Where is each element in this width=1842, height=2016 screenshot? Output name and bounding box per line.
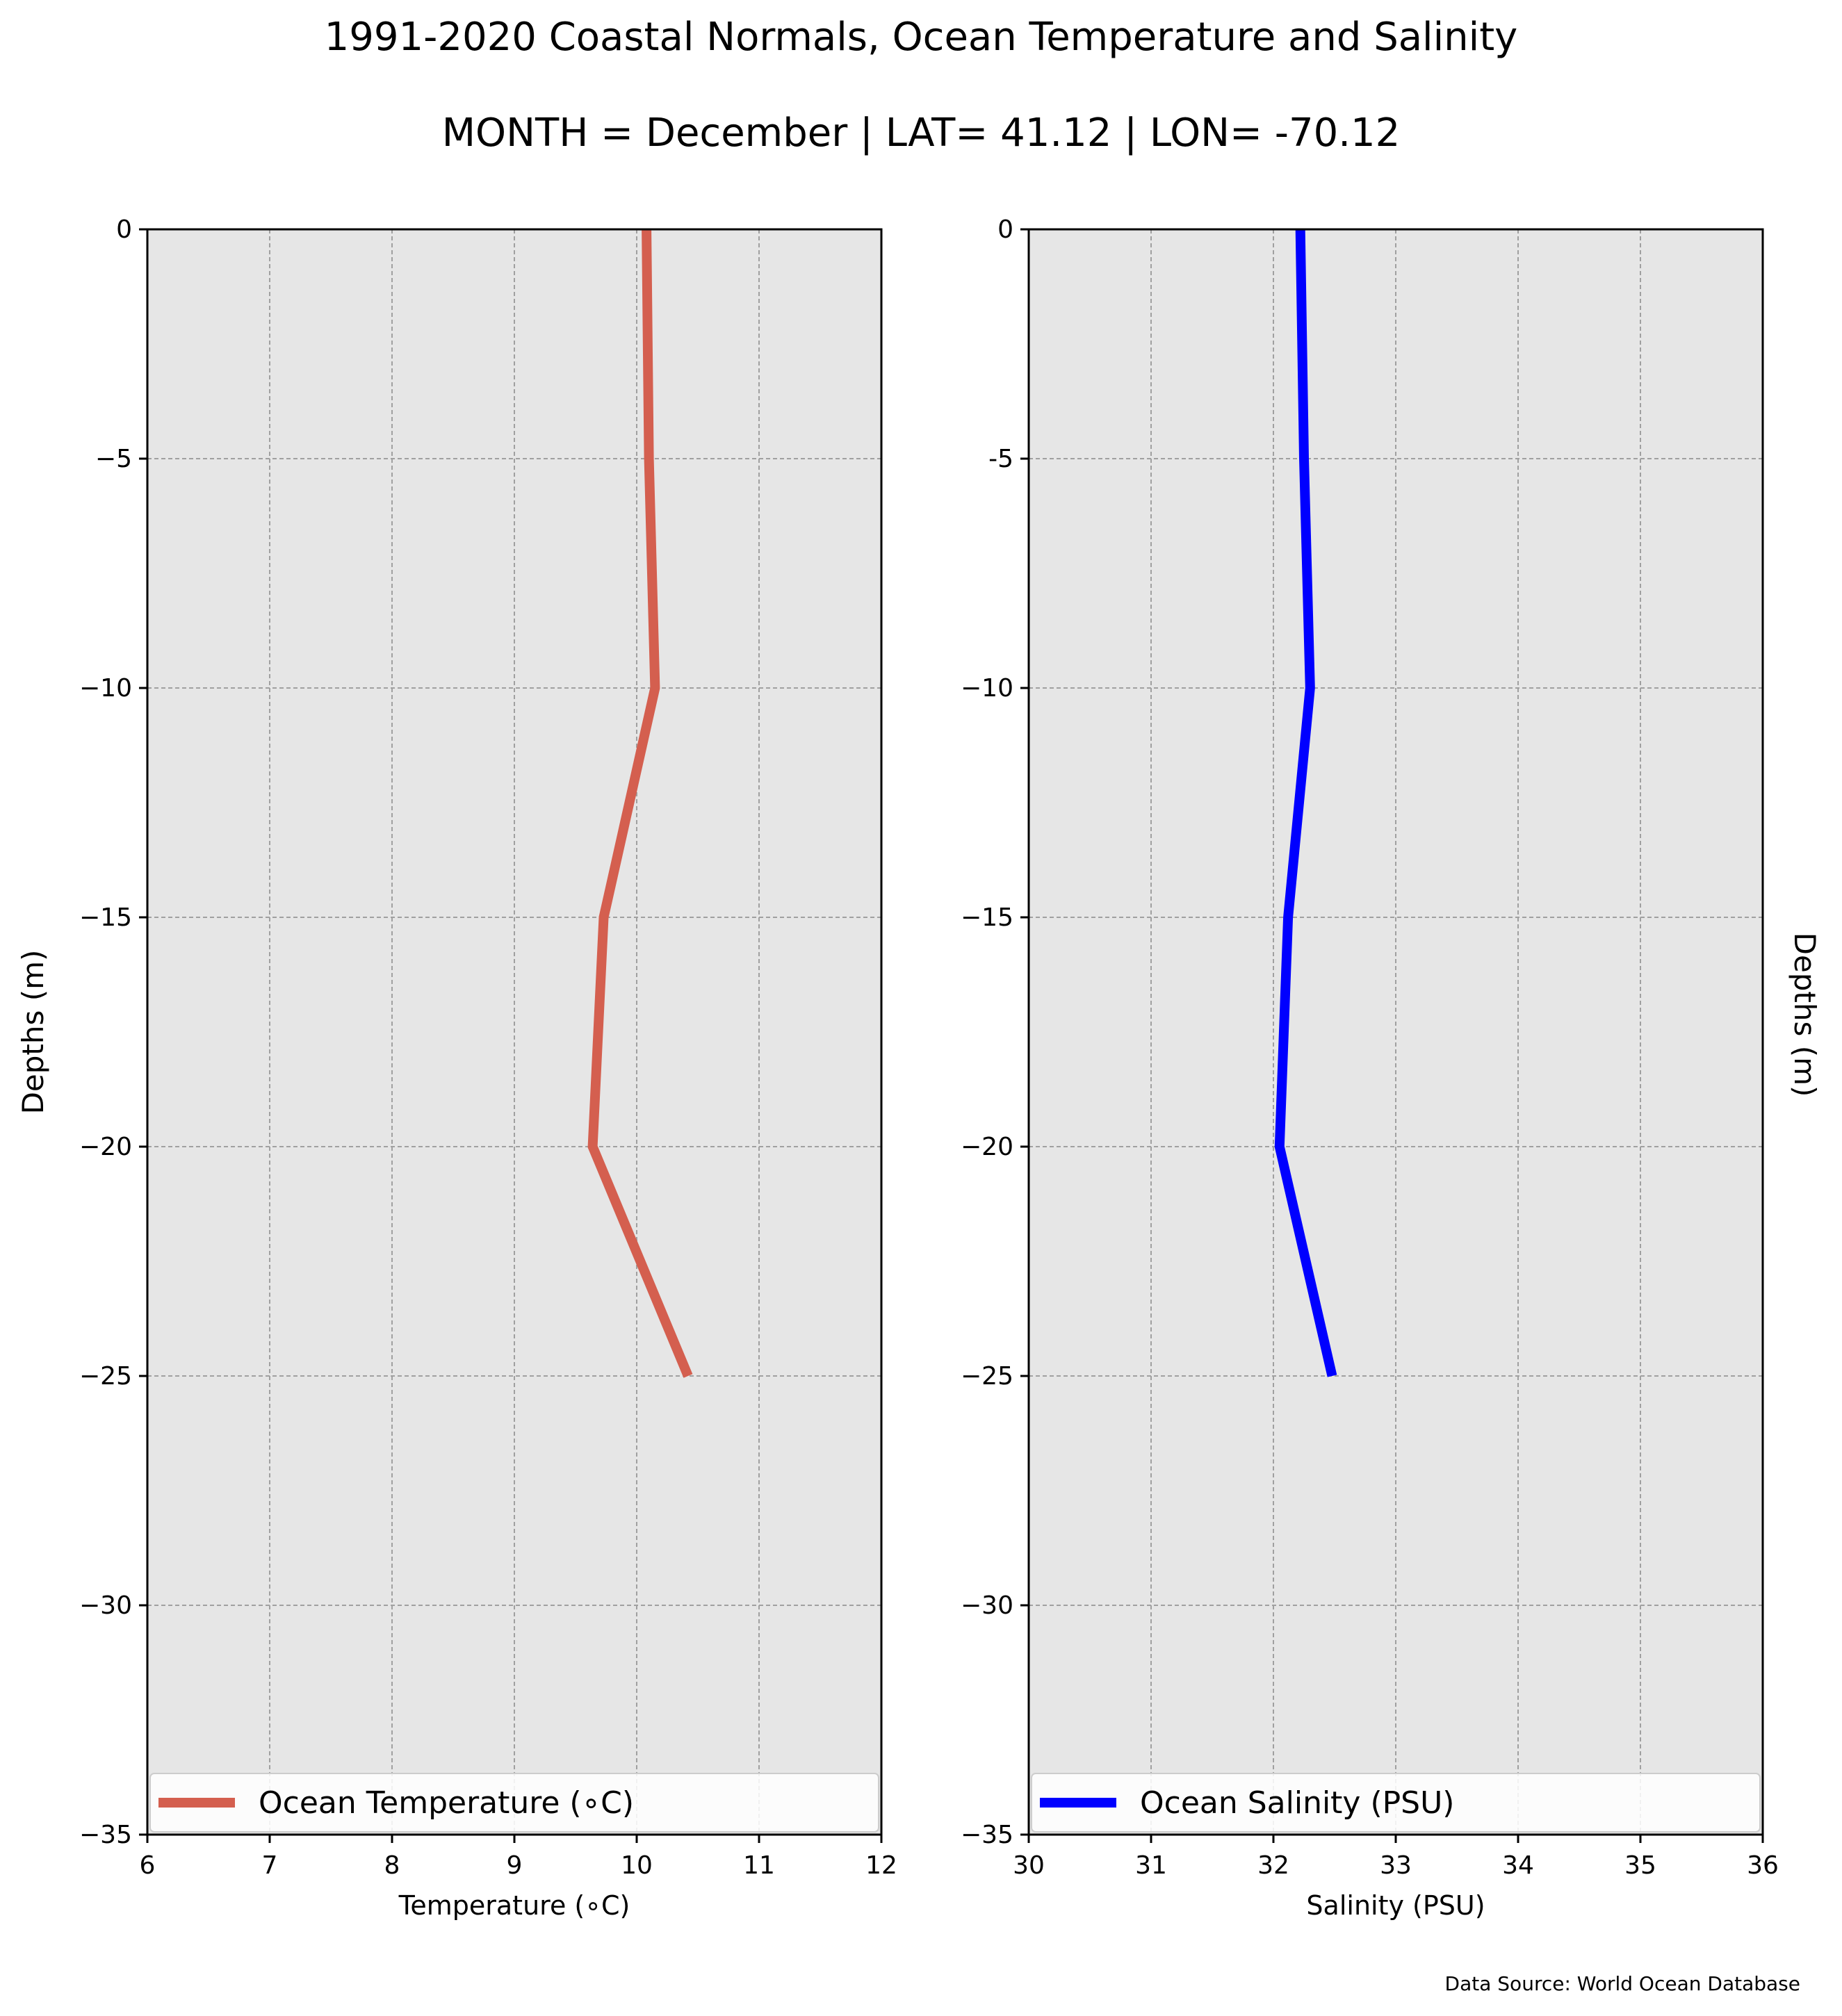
y-tick-label: 0: [116, 215, 132, 244]
x-tick-label: 7: [262, 1851, 278, 1880]
x-tick-label: 36: [1747, 1851, 1779, 1880]
x-axis-label: Salinity (PSU): [1306, 1890, 1485, 1921]
figure-title: 1991-2020 Coastal Normals, Ocean Tempera…: [325, 15, 1518, 60]
x-tick-label: 30: [1013, 1851, 1045, 1880]
y-tick-label: −10: [961, 674, 1013, 703]
figure-subtitle: MONTH = December | LAT= 41.12 | LON= -70…: [442, 110, 1401, 156]
y-tick-label: −35: [79, 1821, 132, 1849]
x-axis-label: Temperature (∘C): [398, 1890, 630, 1921]
series-line: [587, 229, 693, 1378]
x-tick-label: 33: [1380, 1851, 1412, 1880]
legend-box: [149, 1773, 879, 1833]
legend-label: Ocean Temperature (∘C): [259, 1785, 634, 1821]
temperature-panel: 6 7 8 9 10 11 12 0 −5 −10 −15 −20 −25 −30 −35 Temperatu…: [16, 215, 897, 1921]
x-tick-label: 12: [865, 1851, 897, 1880]
y-tick-label: −25: [961, 1362, 1013, 1391]
y-tick-label: −10: [79, 674, 132, 703]
x-tick-label: 9: [507, 1851, 523, 1880]
x-tick-label: 31: [1135, 1851, 1167, 1880]
y-tick-label: −35: [961, 1821, 1013, 1849]
y-tick-label: −15: [961, 903, 1013, 932]
x-tick-label: 35: [1624, 1851, 1656, 1880]
y-tick-label: −15: [79, 903, 132, 932]
source-note: Data Source: World Ocean Database: [1445, 1972, 1800, 1995]
legend-label: Ocean Salinity (PSU): [1140, 1785, 1454, 1821]
y-tick-label: −5: [95, 445, 132, 473]
x-tick-label: 34: [1502, 1851, 1534, 1880]
series-line: [1274, 229, 1337, 1377]
y-tick-label: −20: [961, 1133, 1013, 1161]
legend-box: [1031, 1773, 1761, 1833]
legend: Ocean Temperature (∘C): [149, 1773, 879, 1833]
y-axis-label: Depths (m): [16, 950, 50, 1115]
legend: Ocean Salinity (PSU): [1031, 1773, 1761, 1833]
y-tick-label: -5: [988, 445, 1013, 473]
y-tick-label: 0: [997, 215, 1013, 244]
right-axis-label: Depths (m): [1788, 933, 1822, 1097]
x-tick-label: 10: [621, 1851, 653, 1880]
y-tick-label: −30: [79, 1591, 132, 1620]
salinity-panel: 30 31 32 33 34 35 36 0 -5 −10 −15 −20 −25 −30 −35 Salin…: [961, 215, 1779, 1921]
x-tick-label: 8: [384, 1851, 400, 1880]
x-tick-label: 11: [743, 1851, 775, 1880]
y-tick-label: −25: [79, 1362, 132, 1391]
y-tick-label: −30: [961, 1591, 1013, 1620]
y-tick-label: −20: [79, 1133, 132, 1161]
x-tick-label: 32: [1257, 1851, 1289, 1880]
x-tick-label: 6: [140, 1851, 156, 1880]
